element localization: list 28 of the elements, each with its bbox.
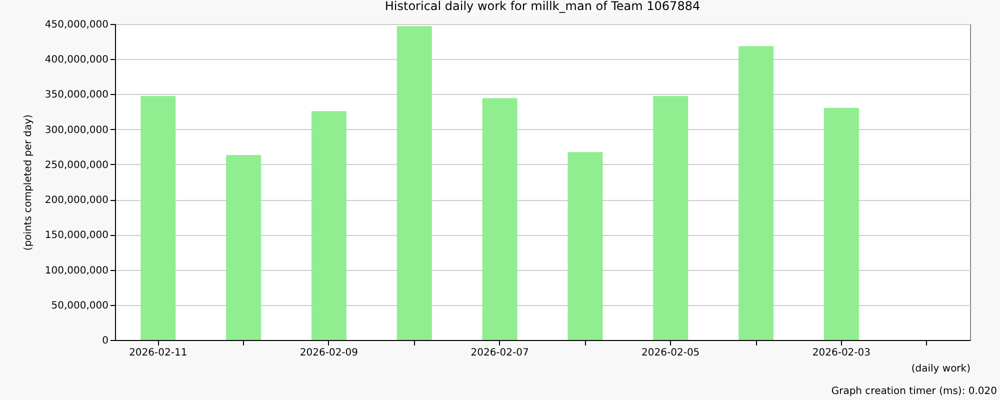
y-tick-label: 200,000,000 bbox=[44, 195, 108, 206]
bar bbox=[226, 154, 262, 340]
bar bbox=[738, 46, 774, 340]
x-axis-title: (daily work) bbox=[911, 364, 971, 374]
x-tick-label: 2026-02-11 bbox=[129, 348, 188, 358]
bar bbox=[311, 111, 346, 340]
x-tick-label: 2026-02-07 bbox=[470, 348, 529, 358]
bar bbox=[568, 152, 603, 340]
x-tick-label: 2026-02-03 bbox=[812, 348, 871, 358]
x-tick-label: 2026-02-05 bbox=[642, 348, 700, 358]
y-tick-label: 100,000,000 bbox=[44, 265, 108, 276]
bar bbox=[653, 96, 688, 340]
bar bbox=[482, 98, 518, 340]
text: Graph creation timer (ms): 0.020 bbox=[831, 386, 997, 397]
bar bbox=[396, 26, 432, 340]
y-tick-label: 300,000,000 bbox=[44, 124, 108, 136]
chart-title: Historical daily work for millk_man of Team 1067884 bbox=[384, 0, 700, 13]
bar bbox=[140, 96, 176, 340]
y-tick-label: 400,000,000 bbox=[44, 54, 108, 66]
y-tick-label: 250,000,000 bbox=[44, 160, 108, 171]
y-tick-label: 0 bbox=[102, 336, 108, 346]
y-axis-title: (points completed per day) bbox=[22, 114, 34, 251]
y-tick-label: 450,000,000 bbox=[44, 20, 108, 30]
bar bbox=[824, 108, 859, 340]
y-tick-label: 350,000,000 bbox=[44, 90, 108, 101]
y-tick-label: 150,000,000 bbox=[44, 230, 108, 242]
y-tick-label: 50,000,000 bbox=[51, 300, 108, 312]
x-tick-label: 2026-02-09 bbox=[300, 348, 358, 358]
